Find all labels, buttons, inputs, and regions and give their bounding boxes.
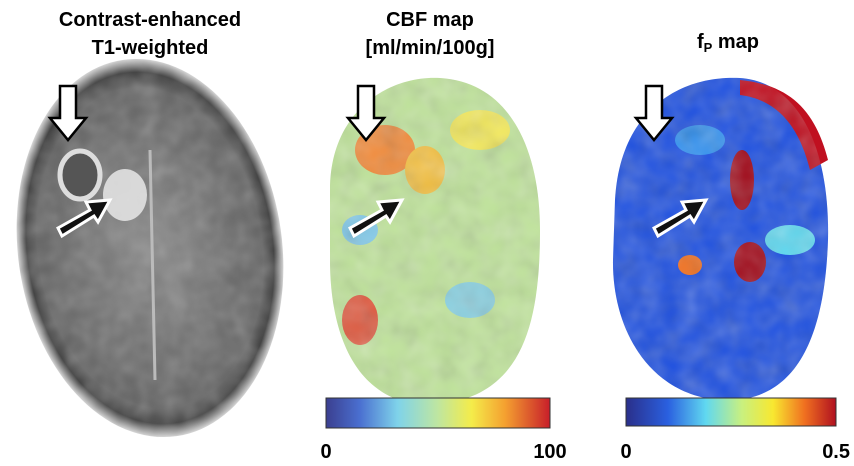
colorbar-min: 0 (320, 441, 331, 463)
colorbar (626, 398, 836, 426)
panel-title: fP map (697, 31, 759, 55)
colorbar-max: 0.5 (822, 441, 850, 463)
panel-title: Contrast-enhanced (59, 9, 241, 31)
colorbar-min: 0 (620, 441, 631, 463)
panel-title: [ml/min/100g] (366, 37, 495, 59)
colorbar-max: 100 (533, 441, 566, 463)
t1-image (0, 41, 307, 454)
figure: Contrast-enhanced T1-weighted CBF map [m… (0, 0, 854, 466)
panel-title: T1-weighted (92, 37, 209, 59)
colorbar (326, 398, 550, 428)
title-subscript: P (704, 40, 713, 55)
panel-title: CBF map (386, 9, 474, 31)
title-part: map (712, 31, 759, 53)
